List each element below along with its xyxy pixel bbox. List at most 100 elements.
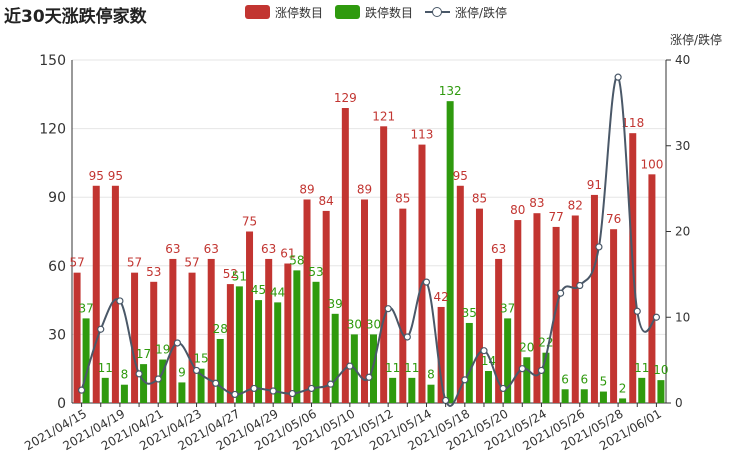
- bar-label-limit-up: 89: [357, 182, 372, 196]
- bar-limit-up: [341, 108, 349, 404]
- bar-limit-down: [504, 318, 512, 403]
- bar-label-limit-up: 118: [621, 116, 644, 130]
- bar-label-limit-up: 63: [165, 242, 180, 256]
- bar-limit-up: [169, 258, 177, 403]
- bar-label-limit-down: 30: [366, 317, 381, 331]
- bar-limit-down: [619, 398, 627, 403]
- bar-limit-down: [312, 281, 320, 403]
- bar-label-limit-down: 2: [619, 381, 627, 395]
- bar-label-limit-up: 91: [587, 178, 602, 192]
- bar-label-limit-up: 95: [108, 169, 123, 183]
- ratio-point: [557, 289, 565, 297]
- bar-label-limit-down: 9: [178, 365, 186, 379]
- bar-limit-up: [552, 226, 560, 403]
- bar-limit-down: [446, 101, 454, 403]
- ratio-point: [614, 73, 622, 81]
- bar-limit-up: [648, 174, 656, 403]
- y-right-axis-label: 涨停/跌停: [670, 32, 722, 47]
- bar-label-limit-down: 8: [121, 368, 129, 382]
- ratio-point: [192, 366, 201, 375]
- ratio-point: [307, 384, 316, 393]
- ratio-point: [116, 297, 124, 305]
- bar-label-limit-down: 22: [538, 336, 553, 350]
- bar-limit-down: [197, 368, 205, 403]
- bar-limit-up: [495, 258, 503, 403]
- legend-swatch-ratio: [425, 5, 450, 19]
- y-right-tick-label: 10: [675, 310, 690, 324]
- bar-label-limit-up: 57: [69, 256, 84, 270]
- bar-label-limit-down: 11: [385, 361, 400, 375]
- y-left-tick-label: 150: [39, 53, 66, 69]
- bar-label-limit-up: 80: [510, 203, 525, 217]
- ratio-point: [403, 333, 411, 341]
- bar-label-limit-up: 129: [334, 91, 357, 105]
- bar-limit-up: [284, 263, 292, 403]
- ratio-point: [288, 389, 296, 398]
- bar-label-limit-up: 63: [261, 242, 276, 256]
- bar-limit-up: [437, 306, 445, 403]
- bar-limit-up: [456, 185, 464, 403]
- bar-limit-up: [590, 194, 598, 403]
- bar-limit-up: [207, 258, 215, 403]
- bar-limit-up: [92, 185, 100, 403]
- y-left-tick-label: 30: [48, 327, 66, 343]
- bar-limit-down: [599, 391, 607, 403]
- bar-label-limit-up: 85: [472, 192, 487, 206]
- bar-label-limit-down: 11: [404, 361, 419, 375]
- bar-label-limit-up: 77: [548, 210, 563, 224]
- legend-swatch-limit-down: [335, 5, 360, 19]
- bar-limit-down: [408, 377, 416, 403]
- legend-item-limit-up[interactable]: 涨停数目: [245, 4, 323, 20]
- bar-limit-down: [561, 389, 569, 403]
- ratio-point: [77, 386, 86, 394]
- bar-label-limit-down: 15: [193, 352, 208, 366]
- ratio-point: [384, 305, 392, 313]
- bar-limit-down: [293, 270, 301, 403]
- ratio-point: [595, 243, 603, 251]
- bar-limit-down: [216, 338, 224, 403]
- bar-label-limit-up: 95: [89, 169, 104, 183]
- bar-limit-down: [235, 286, 243, 403]
- y-left-tick-label: 120: [39, 122, 66, 138]
- bar-label-limit-down: 30: [347, 317, 362, 331]
- ratio-point: [518, 365, 526, 373]
- bar-label-limit-down: 37: [500, 301, 515, 315]
- bar-limit-down: [101, 377, 109, 403]
- bar-limit-down: [523, 357, 531, 403]
- bar-limit-up: [380, 126, 388, 404]
- bar-limit-up: [226, 284, 234, 403]
- bar-label-limit-up: 95: [453, 169, 468, 183]
- bar-limit-up: [322, 210, 330, 403]
- ratio-point: [422, 278, 431, 286]
- bar-label-limit-down: 20: [519, 340, 534, 354]
- bar-label-limit-up: 57: [184, 256, 199, 270]
- bar-limit-down: [580, 389, 588, 403]
- bar-limit-down: [159, 359, 167, 403]
- bar-label-limit-down: 11: [98, 361, 113, 375]
- legend-item-ratio[interactable]: 涨停/跌停: [425, 4, 507, 20]
- bar-limit-up: [533, 213, 541, 403]
- ratio-point: [97, 325, 105, 333]
- bar-limit-down: [82, 318, 90, 403]
- bar-label-limit-down: 51: [232, 269, 247, 283]
- bar-label-limit-down: 19: [155, 343, 170, 357]
- legend-item-limit-down[interactable]: 跌停数目: [335, 4, 413, 20]
- bar-label-limit-up: 42: [434, 290, 449, 304]
- bar-limit-down: [657, 380, 665, 403]
- y-left-tick-label: 60: [48, 259, 66, 275]
- ratio-point: [365, 373, 373, 381]
- bar-limit-down: [331, 313, 339, 403]
- y-right-tick-label: 0: [675, 396, 683, 410]
- y-left-tick-label: 90: [48, 190, 66, 206]
- bar-label-limit-up: 63: [491, 242, 506, 256]
- bar-label-limit-down: 10: [653, 363, 668, 377]
- bar-label-limit-up: 85: [395, 192, 410, 206]
- bar-label-limit-down: 6: [561, 372, 569, 386]
- bar-limit-up: [131, 272, 139, 403]
- legend-label-ratio: 涨停/跌停: [455, 5, 508, 20]
- bar-label-limit-up: 113: [411, 128, 434, 142]
- ratio-point: [346, 362, 354, 370]
- bar-label-limit-up: 89: [299, 182, 314, 196]
- bar-limit-up: [418, 144, 426, 403]
- bar-limit-down: [465, 322, 473, 403]
